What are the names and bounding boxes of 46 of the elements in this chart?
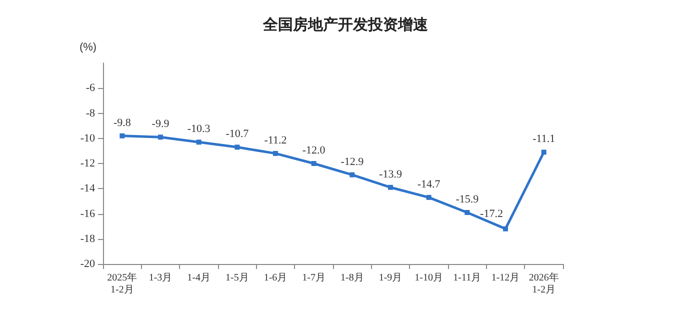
point <box>196 140 202 145</box>
data-label: -9.9 <box>152 118 170 130</box>
data-label: -11.2 <box>264 134 287 146</box>
point <box>158 134 163 140</box>
point <box>388 184 393 190</box>
y-tick-label: -12 <box>80 158 95 170</box>
x-tick-label: 1-7月 <box>302 272 326 284</box>
y-axis-title: (%) <box>79 42 97 54</box>
y-tick-label: -20 <box>80 258 96 270</box>
data-label: -11.1 <box>532 133 556 146</box>
y-tick-label: -10 <box>80 132 96 144</box>
data-label: -14.7 <box>417 178 441 190</box>
point <box>541 150 546 155</box>
y-tick-label: -6 <box>86 82 96 94</box>
x-tick-label: 1-12月 <box>491 272 520 284</box>
x-tick-label: 1-5月 <box>225 272 249 284</box>
point <box>426 194 432 200</box>
y-tick-label: -16 <box>80 208 96 220</box>
x-tick-label: 1-10月 <box>414 272 444 284</box>
x-tick-label: 1-8月 <box>340 272 364 284</box>
point <box>273 150 278 156</box>
y-tick-label: -14 <box>80 182 96 195</box>
data-label: -10.7 <box>226 128 250 140</box>
x-tick-label: 2025年 1-2月 <box>107 272 138 296</box>
data-label: -15.9 <box>456 193 480 206</box>
y-tick-label: -18 <box>80 232 96 245</box>
point <box>234 144 240 150</box>
point <box>503 226 508 232</box>
data-label: -13.9 <box>379 168 402 180</box>
data-label: -17.2 <box>480 208 503 220</box>
y-tick-label: -8 <box>86 107 96 120</box>
point <box>350 172 355 178</box>
x-tick-label: 1-6月 <box>264 272 288 284</box>
x-tick-label: 2026年 1-2月 <box>528 272 559 296</box>
chart-title: 全国房地产开发投资增速 <box>262 16 429 34</box>
data-label: -9.8 <box>113 116 132 129</box>
data-label: -12.0 <box>302 144 326 156</box>
x-tick-label: 1-4月 <box>187 272 211 284</box>
point <box>311 161 316 166</box>
point <box>464 210 470 215</box>
x-tick-label: 1-3月 <box>148 272 172 284</box>
x-tick-label: 1-9月 <box>378 272 402 284</box>
x-tick-label: 1-11月 <box>453 272 482 284</box>
data-label: -12.9 <box>340 156 364 168</box>
point <box>120 133 125 138</box>
data-label: -10.3 <box>187 123 211 136</box>
